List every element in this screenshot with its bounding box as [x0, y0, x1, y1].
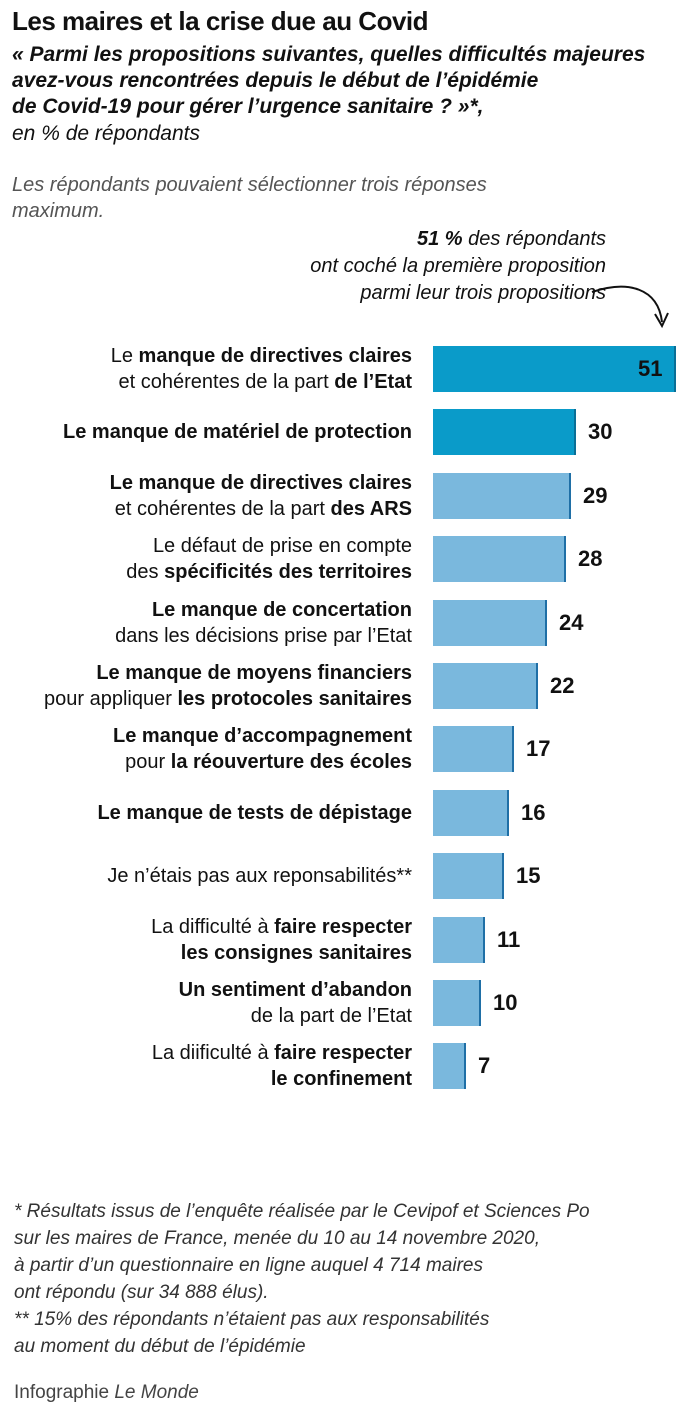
bar-label: Le manque d’accompagnement pour la réouve…	[113, 725, 412, 774]
bar-label: Le manque de directives claires et cohére…	[110, 345, 412, 393]
footnote-line: au moment du début de l’épidémie	[14, 1336, 306, 1357]
credit: Infographie Le Monde	[14, 1382, 199, 1404]
bar	[433, 599, 547, 646]
bar-value-label: 22	[550, 673, 575, 698]
bar	[433, 472, 571, 519]
footnote-line: * Résultats issus de l’enquête réalisée …	[14, 1201, 590, 1222]
bar-chart: Le manque de directives claires et cohére…	[0, 340, 688, 1110]
bar-value-label: 11	[497, 926, 521, 952]
bar-label: Un sentiment d’abandon de la part de l’Et…	[178, 979, 412, 1027]
bar-value-label: 16	[521, 799, 546, 825]
bar-value-label: 17	[526, 736, 551, 762]
bar-label: La difficulté à faire respecter les consi…	[151, 915, 412, 964]
bar	[433, 409, 576, 456]
bar-label: La diificulté à faire respecter le confin…	[151, 1042, 412, 1091]
bar-label: Je n’étais pas aux reponsabilités**	[107, 865, 412, 888]
footnote-line: ** 15% des répondants n’étaient pas aux …	[14, 1309, 490, 1330]
subtitle-line: « Parmi les propositions suivantes, quel…	[12, 43, 646, 66]
bar-value-label: 28	[578, 546, 603, 572]
subtitle-line: avez-vous rencontrées depuis le début de…	[12, 69, 539, 92]
bar	[433, 853, 504, 900]
unit-label: en % de répondants	[12, 122, 200, 145]
annotation-line: 51 % des répondants	[310, 226, 606, 253]
bar	[433, 663, 538, 709]
credit-prefix: Infographie	[14, 1382, 115, 1403]
annotation-value: 51 %	[416, 228, 463, 250]
bar	[433, 726, 514, 773]
credit-source: Le Monde	[114, 1382, 199, 1403]
subtitle-line: de Covid-19 pour gérer l’urgence sanitai…	[12, 95, 484, 118]
curved-arrow-icon	[591, 285, 669, 329]
footnote-line: à partir d’un questionnaire en ligne auq…	[14, 1255, 483, 1276]
footnote-line: sur les maires de France, menée du 10 au…	[14, 1228, 540, 1249]
bar-value-label: 15	[516, 863, 541, 889]
bar-value-label: 51	[638, 356, 663, 381]
bar-label: Le manque de tests de dépistage	[97, 801, 412, 824]
bar-value-label: 7	[478, 1053, 491, 1079]
bar	[433, 916, 485, 963]
chart-title: Les maires et la crise due au Covid	[12, 6, 429, 36]
bar	[433, 536, 566, 583]
bar-value-label: 24	[559, 609, 584, 635]
bar-label: Le défaut de prise en compte des spécific…	[126, 535, 412, 584]
footnote: * Résultats issus de l’enquête réalisée …	[14, 1198, 684, 1360]
bar	[433, 980, 481, 1026]
footnote-line: ont répondu (sur 34 888 élus).	[14, 1282, 269, 1303]
bar	[433, 789, 509, 836]
bar-value-label: 29	[583, 482, 608, 508]
bar-label: Le manque de concertation dans les décisi…	[115, 598, 412, 647]
selection-note: Les répondants pouvaient sélectionner tr…	[12, 172, 572, 224]
bar	[433, 346, 676, 392]
bar-label: Le manque de matériel de protection	[63, 421, 412, 444]
bar-label: Le manque de moyens financiers pour appli…	[44, 662, 412, 710]
bar-label: Le manque de directives claires et cohére…	[109, 471, 412, 520]
bar	[433, 1043, 466, 1090]
annotation-line: parmi leur trois propositions	[360, 282, 606, 304]
first-bar-annotation: 51 % des répondants ont coché la premièr…	[310, 226, 606, 307]
chart-subtitle: « Parmi les propositions suivantes, quel…	[12, 42, 682, 120]
note-line: maximum.	[12, 200, 105, 222]
bar-value-label: 10	[493, 990, 518, 1015]
annotation-text: des répondants	[462, 228, 606, 250]
annotation-line: ont coché la première proposition	[310, 255, 606, 277]
bar-value-label: 30	[588, 419, 613, 445]
note-line: Les répondants pouvaient sélectionner tr…	[12, 174, 487, 196]
